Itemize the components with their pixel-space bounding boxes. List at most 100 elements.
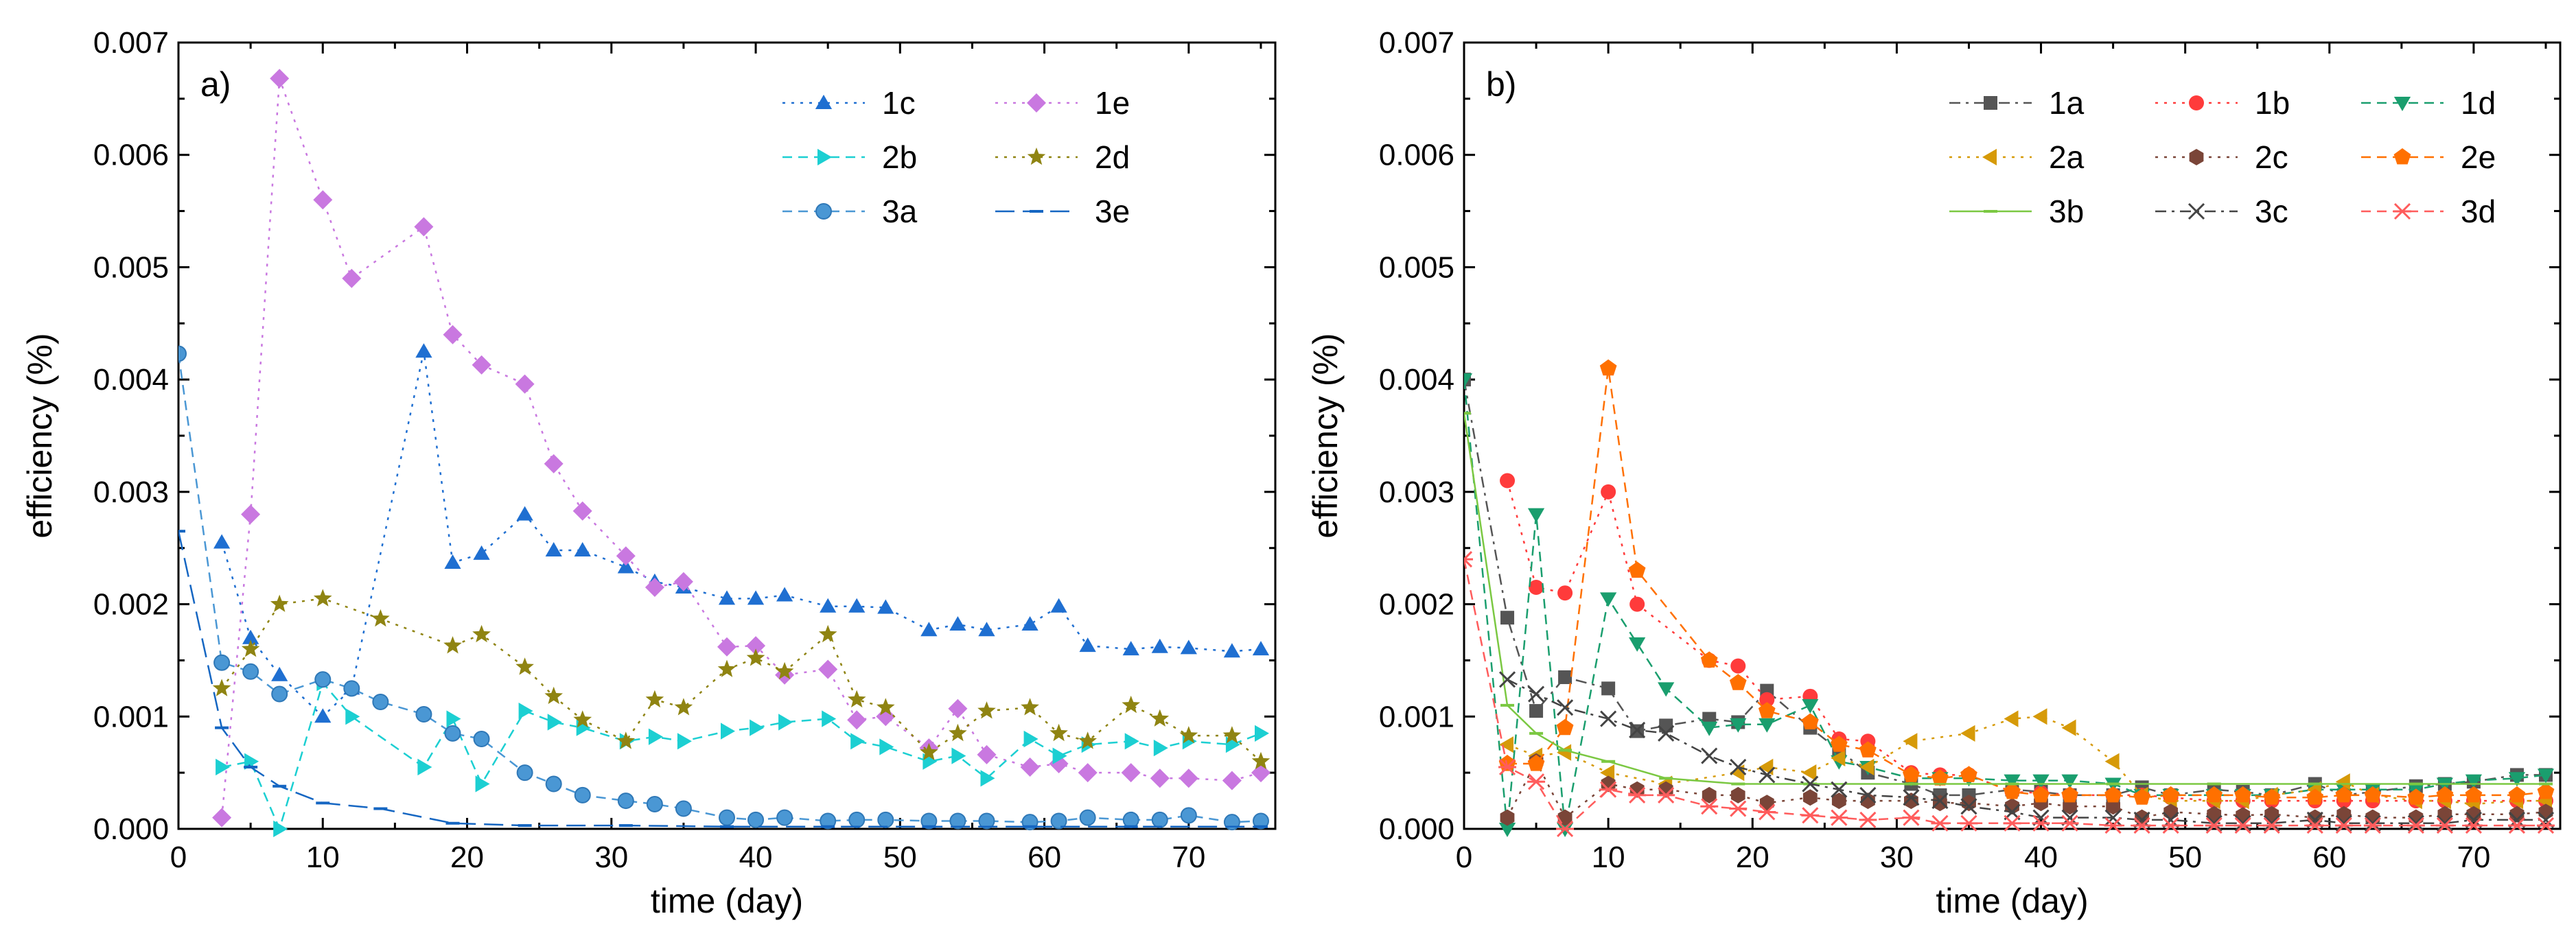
plot-area — [178, 69, 1270, 838]
data-point-2d — [645, 690, 664, 708]
legend-label: 3c — [2255, 193, 2288, 229]
x-axis-label: time (day) — [651, 882, 803, 920]
data-point-2a — [1831, 749, 1846, 766]
data-point-3a — [1180, 807, 1197, 824]
data-point-2c — [1500, 809, 1515, 826]
data-point-1c — [776, 587, 793, 602]
data-point-2d — [371, 609, 390, 627]
data-point-2c — [2135, 809, 2149, 826]
data-point-3e — [922, 825, 936, 828]
data-point-3a — [372, 694, 389, 711]
data-point-1a — [1529, 704, 1544, 718]
data-point-1c — [1079, 637, 1096, 653]
data-point-3d — [1758, 803, 1776, 821]
data-point-2e — [2234, 786, 2252, 803]
data-point-2e — [2061, 786, 2078, 803]
data-point-3a — [271, 685, 288, 703]
series-2e — [1498, 359, 2555, 805]
data-point-2b — [417, 758, 432, 776]
data-point-2b — [244, 753, 259, 770]
data-point-1e — [313, 190, 333, 210]
data-point-1e — [1078, 763, 1098, 783]
data-point-3b — [1464, 412, 1471, 415]
data-point-2c — [1702, 786, 1717, 803]
data-point-3d — [1830, 809, 1848, 826]
series-line-3a — [178, 353, 1262, 823]
data-point-2c — [1802, 789, 1818, 806]
data-point-2c — [1730, 786, 1745, 803]
data-point-3a — [1122, 811, 1139, 828]
legend-marker-2b — [817, 148, 832, 166]
data-point-3d — [2262, 817, 2281, 834]
data-point-2e — [2263, 788, 2281, 805]
data-point-2b — [879, 738, 894, 755]
data-point-2e — [1628, 561, 1646, 578]
legend-item-2e: 2e — [2361, 139, 2496, 175]
y-tick-label: 0.006 — [1379, 139, 1454, 172]
data-point-3e — [316, 801, 330, 805]
data-point-1c — [747, 590, 765, 605]
data-point-3c — [2205, 814, 2223, 832]
x-tick-label: 0 — [1456, 841, 1472, 874]
data-point-2e — [1831, 736, 1848, 752]
legend-label: 3b — [2049, 193, 2084, 229]
data-point-1c — [574, 542, 591, 556]
data-point-2b — [273, 820, 288, 838]
data-point-3c — [2407, 814, 2424, 832]
data-point-2e — [1729, 674, 1747, 690]
data-point-2a — [1499, 736, 1513, 753]
x-tick-label: 60 — [2312, 841, 2346, 874]
data-point-1d — [1730, 718, 1747, 733]
data-point-3d — [1729, 800, 1748, 817]
data-point-2a — [2104, 753, 2120, 770]
legend-item-1c: 1c — [782, 85, 916, 121]
data-point-3d — [1657, 786, 1675, 803]
data-point-3d — [2233, 817, 2252, 834]
data-point-3b — [1500, 703, 1515, 707]
data-point-3a — [343, 680, 360, 697]
y-tick-label: 0.002 — [93, 588, 169, 622]
data-point-1c — [949, 616, 966, 631]
data-point-2d — [270, 594, 289, 612]
panel-label: b) — [1486, 65, 1516, 104]
data-point-1c — [473, 545, 490, 560]
data-point-3d — [1902, 809, 1921, 826]
data-point-3e — [272, 784, 287, 788]
legend-label: 3d — [2461, 193, 2496, 229]
data-point-2b — [951, 747, 966, 764]
data-point-2b — [547, 714, 562, 731]
data-point-3a — [776, 809, 793, 826]
data-point-3c — [1859, 786, 1877, 803]
data-point-3a — [574, 786, 591, 803]
data-point-3a — [617, 792, 634, 810]
data-point-3b — [1659, 777, 1673, 780]
data-point-3d — [2507, 817, 2526, 834]
data-point-2c — [2509, 806, 2525, 823]
y-tick-label: 0.001 — [93, 700, 169, 733]
data-point-2d — [1078, 731, 1097, 749]
data-point-2e — [2537, 783, 2555, 799]
data-point-1d — [1701, 721, 1718, 736]
data-point-1b — [1601, 484, 1616, 500]
data-point-3a — [415, 706, 432, 723]
data-point-3e — [720, 825, 734, 828]
data-point-1c — [314, 708, 332, 723]
data-point-1a — [1601, 681, 1616, 696]
data-point-2d — [1049, 723, 1068, 742]
x-tick-label: 70 — [2457, 841, 2490, 874]
y-tick-label: 0.004 — [1379, 363, 1454, 397]
series-3c — [1498, 671, 2555, 832]
data-point-2e — [2465, 786, 2483, 803]
data-point-3b — [1904, 782, 1918, 786]
data-point-3a — [978, 812, 995, 830]
data-point-2d — [544, 686, 563, 705]
legend-marker-2a — [1982, 148, 1997, 166]
data-point-3a — [920, 812, 938, 830]
data-point-1a — [1659, 718, 1673, 733]
data-point-3c — [2234, 814, 2251, 832]
data-point-2e — [2104, 786, 2122, 803]
data-point-3d — [1464, 551, 1473, 568]
data-point-1e — [270, 69, 290, 89]
data-point-1e — [977, 744, 997, 764]
